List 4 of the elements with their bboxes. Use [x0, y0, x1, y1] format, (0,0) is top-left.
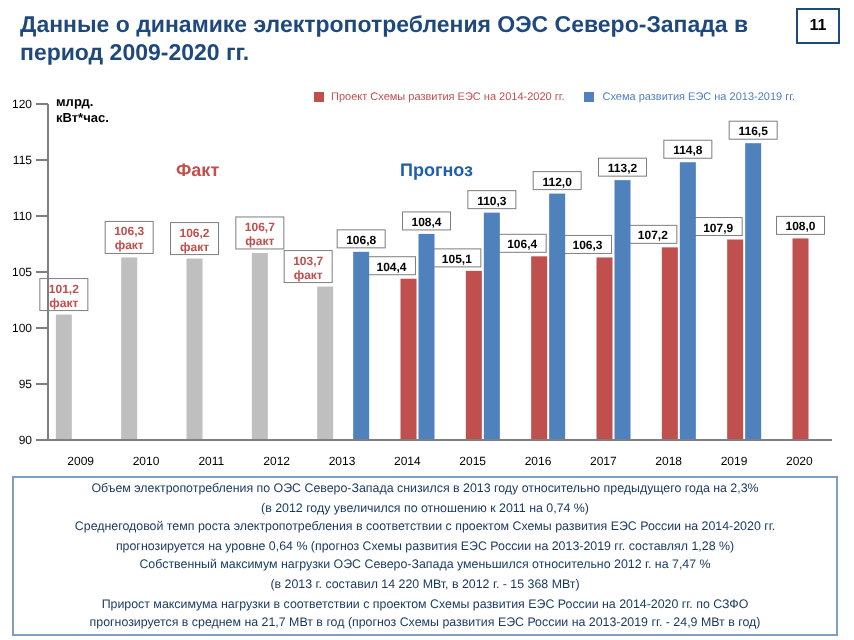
annotation: Прогноз — [400, 160, 474, 180]
annotation: Факт — [176, 160, 220, 180]
text: 11 — [796, 8, 840, 44]
chart-title: Данные о динамике электропотребления ОЭС Северо-Запада в период 2009-2020 гг. — [20, 12, 751, 68]
